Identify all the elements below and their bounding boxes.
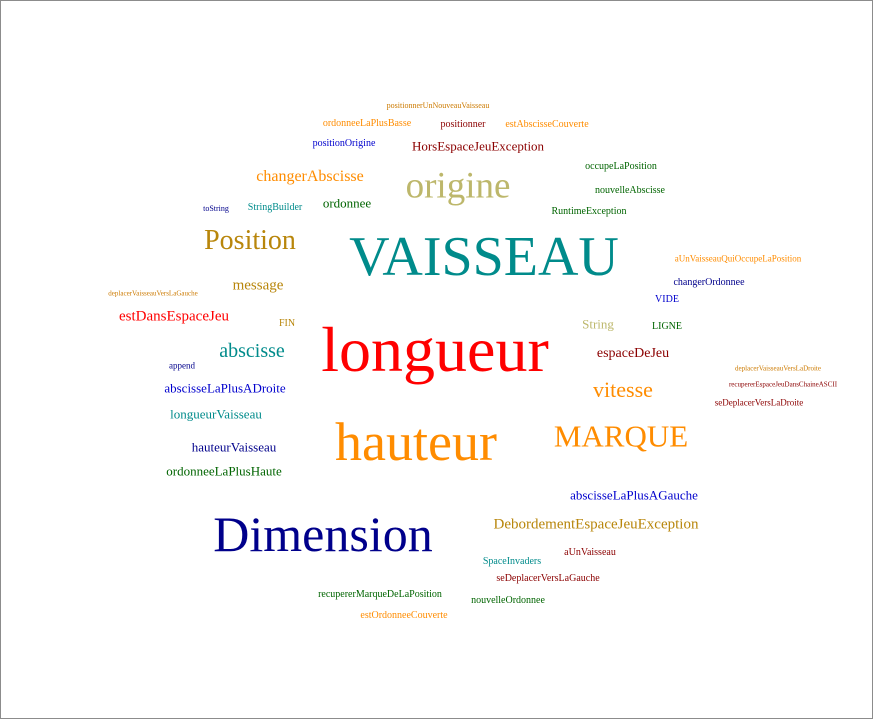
word-append: append <box>169 360 195 371</box>
word-DebordementEspaceJeuException: DebordementEspaceJeuException <box>493 516 699 533</box>
word-ordonnee: ordonnee <box>322 195 372 211</box>
word-seDeplacerVersLaGauche: seDeplacerVersLaGauche <box>496 573 600 584</box>
word-Position: Position <box>204 225 296 256</box>
word-nouvelleAbscisse: nouvelleAbscisse <box>595 185 665 196</box>
word-LIGNE: LIGNE <box>652 321 682 332</box>
word-seDeplacerVersLaDroite: seDeplacerVersLaDroite <box>714 397 804 408</box>
word-abscisse: abscisse <box>219 340 285 362</box>
word-hauteurVaisseau: hauteurVaisseau <box>191 439 277 455</box>
word-nouvelleOrdonnee: nouvelleOrdonnee <box>471 595 545 606</box>
word-positionOrigine: positionOrigine <box>312 138 376 149</box>
word-HorsEspaceJeuException: HorsEspaceJeuException <box>411 138 545 154</box>
word-recupererMarqueDeLaPosition: recupererMarqueDeLaPosition <box>318 589 442 600</box>
word-longueurVaisseau: longueurVaisseau <box>170 406 262 422</box>
word-ordonneeLaPlusHaute: ordonneeLaPlusHaute <box>166 463 282 479</box>
word-espaceDeJeu: espaceDeJeu <box>596 346 670 361</box>
word-StringBuilder: StringBuilder <box>247 202 303 213</box>
word-MARQUE: MARQUE <box>553 418 689 454</box>
word-VAISSEAU: VAISSEAU <box>349 226 619 288</box>
word-estOrdonneeCouverte: estOrdonneeCouverte <box>360 610 448 621</box>
word-toString: toString <box>203 204 229 213</box>
word-message: message <box>232 277 284 294</box>
word-recupererEspaceJeuDansChaineASCII: recupererEspaceJeuDansChaineASCII <box>728 380 838 389</box>
word-aUnVaisseauQuiOccupeLaPosition: aUnVaisseauQuiOccupeLaPosition <box>674 253 802 264</box>
word-longueur: longueur <box>321 314 549 385</box>
word-changerAbscisse: changerAbscisse <box>256 168 364 185</box>
word-hauteur: hauteur <box>335 412 497 472</box>
word-positionner: positionner <box>440 119 486 130</box>
word-positionnerUnNouveauVaisseau: positionnerUnNouveauVaisseau <box>386 101 490 110</box>
word-vitesse: vitesse <box>593 377 653 402</box>
word-VIDE: VIDE <box>655 294 679 305</box>
word-String: String <box>582 316 614 332</box>
word-RuntimeException: RuntimeException <box>551 206 627 217</box>
word-ordonneeLaPlusBasse: ordonneeLaPlusBasse <box>322 118 412 129</box>
word-deplacerVaisseauVersLaDroite: deplacerVaisseauVersLaDroite <box>735 364 821 373</box>
word-aUnVaisseau: aUnVaisseau <box>564 547 616 558</box>
word-estDansEspaceJeu: estDansEspaceJeu <box>119 308 229 325</box>
word-Dimension: Dimension <box>213 506 433 562</box>
word-occupeLaPosition: occupeLaPosition <box>585 161 657 172</box>
word-estAbscisseCouverte: estAbscisseCouverte <box>505 119 589 130</box>
word-SpaceInvaders: SpaceInvaders <box>482 556 542 567</box>
word-deplacerVaisseauVersLaGauche: deplacerVaisseauVersLaGauche <box>108 289 198 298</box>
word-changerOrdonnee: changerOrdonnee <box>673 277 745 288</box>
word-origine: origine <box>405 165 511 207</box>
word-FIN: FIN <box>278 318 296 329</box>
word-abscisseLaPlusAGauche: abscisseLaPlusAGauche <box>570 487 698 503</box>
word-abscisseLaPlusADroite: abscisseLaPlusADroite <box>164 380 286 396</box>
